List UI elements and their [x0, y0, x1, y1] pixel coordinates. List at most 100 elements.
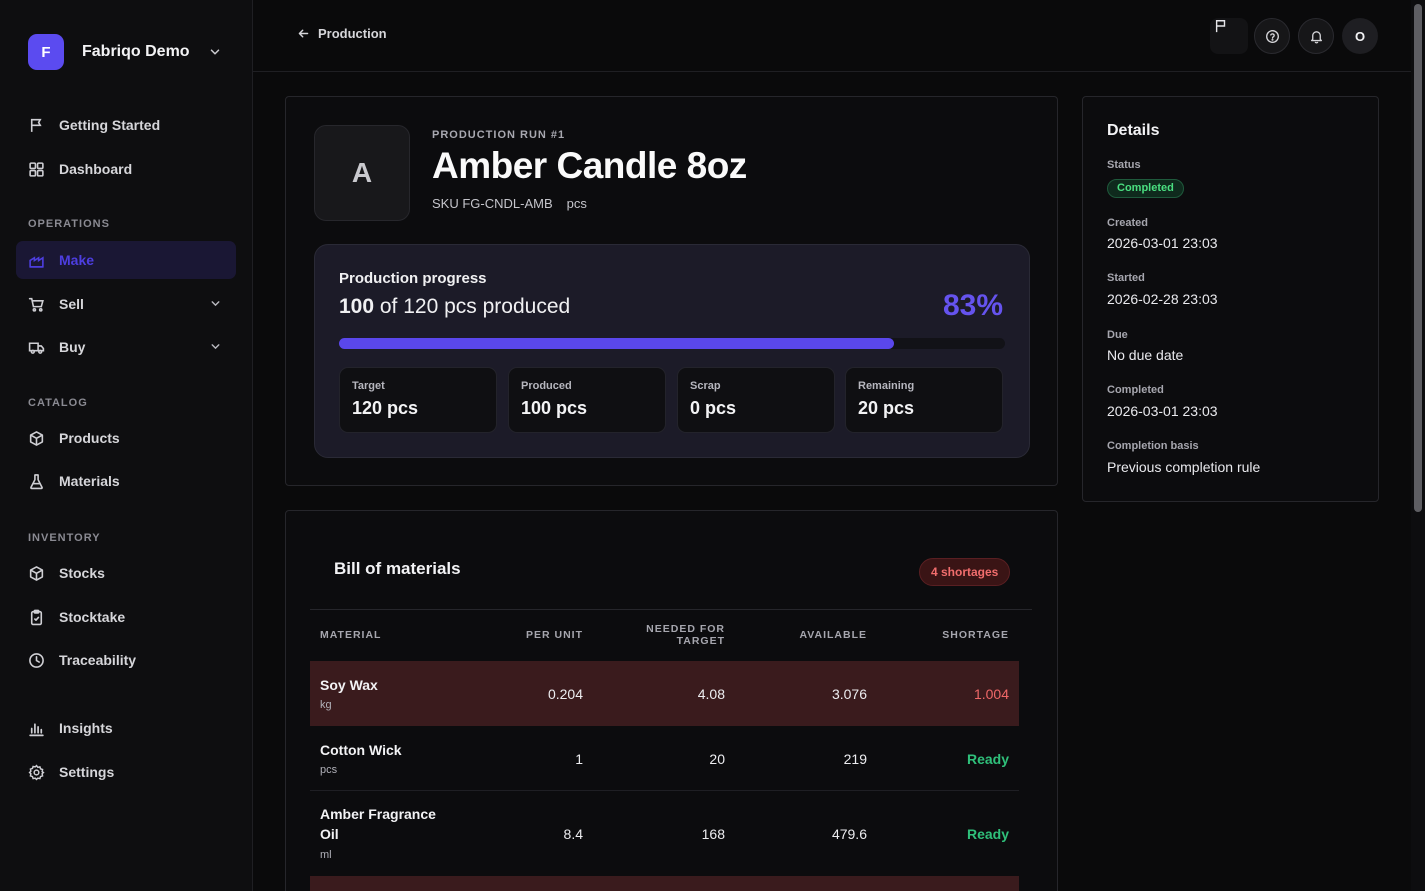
nav-label: Dashboard [59, 161, 133, 177]
dashboard-icon [28, 161, 45, 178]
topbar: Production O [253, 0, 1411, 72]
org-logo: F [28, 34, 64, 70]
nav-dashboard[interactable]: Dashboard [16, 150, 236, 188]
nav-getting-started[interactable]: Getting Started [16, 106, 236, 144]
material-unit: ml [320, 849, 332, 861]
nav-label: Buy [59, 339, 86, 355]
stat-label: Scrap [690, 380, 721, 392]
stat-scrap: Scrap 0 pcs [677, 367, 835, 433]
bell-icon [1310, 30, 1322, 43]
nav-stocks[interactable]: Stocks [16, 554, 236, 592]
gear-icon [28, 763, 45, 781]
col-needed-line1: NEEDED FOR [646, 623, 725, 635]
shortage-value: 1.004 [973, 686, 1009, 702]
nav-label: Insights [59, 720, 113, 736]
stat-remaining: Remaining 20 pcs [845, 367, 1003, 433]
details-card: Details Status Completed Created 2026-03… [1082, 96, 1379, 502]
divider [310, 609, 1032, 610]
stat-label: Target [352, 380, 385, 392]
truck-icon [28, 339, 45, 356]
stat-produced: Produced 100 pcs [508, 367, 666, 433]
sidebar: F Fabriqo Demo Getting Started Dashboard… [0, 0, 253, 891]
scrollbar[interactable] [1411, 0, 1425, 891]
status-badge: Completed [1107, 179, 1184, 198]
notifications-button[interactable] [1298, 18, 1334, 54]
nav-label: Getting Started [59, 117, 161, 133]
nav-make[interactable]: Make [16, 241, 236, 279]
flag-icon [28, 117, 45, 134]
due-label: Due [1107, 329, 1128, 341]
progress-summary: 100 of 120 pcs produced [339, 295, 570, 319]
flask-icon [28, 473, 45, 490]
box-icon [28, 430, 45, 447]
cart-icon [28, 296, 45, 313]
help-icon [1265, 29, 1279, 43]
nav-buy[interactable]: Buy [16, 328, 236, 366]
table-row[interactable]: Amber Fragrance Oil ml 8.4 168 479.6 Rea… [310, 791, 1019, 875]
box-icon [28, 565, 45, 582]
nav-section-inventory: INVENTORY [28, 532, 101, 544]
progress-bar [339, 338, 1005, 349]
org-name: Fabriqo Demo [82, 43, 190, 60]
nav-products[interactable]: Products [16, 419, 236, 457]
flag-button[interactable] [1210, 18, 1248, 54]
stat-value: 120 pcs [352, 398, 419, 418]
org-switcher[interactable]: F Fabriqo Demo [28, 34, 224, 70]
nav-label: Products [59, 430, 120, 446]
chevron-down-icon [210, 49, 220, 55]
factory-icon [28, 252, 45, 269]
clock-icon [28, 652, 45, 669]
scrollbar-thumb[interactable] [1414, 4, 1422, 512]
shortage-status: Ready [966, 826, 1009, 842]
run-label: PRODUCTION RUN #1 [432, 129, 566, 141]
page-title: Amber Candle 8oz [432, 145, 747, 186]
completed-label: Completed [1107, 384, 1164, 396]
table-row[interactable]: Cotton Wick pcs 1 20 219 Ready [310, 726, 1019, 790]
material-name: Soy Wax [320, 677, 378, 693]
shortages-badge: 4 shortages [919, 558, 1011, 586]
nav-insights[interactable]: Insights [16, 709, 236, 747]
progress-bar-fill [339, 338, 894, 349]
started-label: Started [1107, 272, 1145, 284]
completion-basis-value: Previous completion rule [1107, 459, 1261, 475]
material-name-line2: Oil [320, 826, 339, 842]
nav-section-operations: OPERATIONS [28, 218, 110, 230]
nav-settings[interactable]: Settings [16, 753, 236, 791]
progress-percent: 83% [942, 289, 1003, 322]
table-row[interactable]: Soy Wax kg 0.204 4.08 3.076 1.004 [310, 661, 1019, 726]
stat-label: Remaining [858, 380, 915, 392]
bill-of-materials-card: Bill of materials 4 shortages MATERIAL P… [285, 510, 1058, 891]
material-unit: pcs [320, 764, 338, 776]
col-material: MATERIAL [320, 629, 382, 641]
help-button[interactable] [1254, 18, 1290, 54]
unit-label: pcs [566, 196, 587, 211]
nav-label: Stocktake [59, 609, 126, 625]
material-unit: kg [320, 699, 332, 711]
per-unit-value: 0.204 [547, 686, 583, 702]
production-progress-panel: Production progress 100 of 120 pcs produ… [314, 244, 1030, 458]
per-unit-value: 1 [575, 751, 583, 767]
nav-label: Materials [59, 473, 120, 489]
nav-sell[interactable]: Sell [16, 285, 236, 323]
col-available: AVAILABLE [799, 629, 867, 641]
details-title: Details [1107, 122, 1160, 139]
created-value: 2026-03-01 23:03 [1107, 235, 1218, 251]
shortage-status: Ready [966, 751, 1009, 767]
stat-label: Produced [521, 380, 572, 392]
nav-stocktake[interactable]: Stocktake [16, 598, 236, 636]
nav-traceability[interactable]: Traceability [16, 641, 236, 679]
nav-label: Traceability [59, 652, 137, 668]
back-link[interactable]: Production [297, 26, 387, 41]
col-needed-line2: TARGET [676, 635, 725, 647]
nav-label: Stocks [59, 565, 105, 581]
col-shortage: SHORTAGE [942, 629, 1009, 641]
user-avatar[interactable]: O [1342, 18, 1378, 54]
stat-value: 100 pcs [521, 398, 588, 418]
completed-value: 2026-03-01 23:03 [1107, 403, 1218, 419]
status-label: Status [1107, 159, 1141, 171]
stat-target: Target 120 pcs [339, 367, 497, 433]
chevron-down-icon [211, 301, 220, 307]
nav-materials[interactable]: Materials [16, 462, 236, 500]
table-row[interactable] [310, 876, 1019, 891]
produced-rest: of 120 pcs produced [374, 295, 571, 318]
